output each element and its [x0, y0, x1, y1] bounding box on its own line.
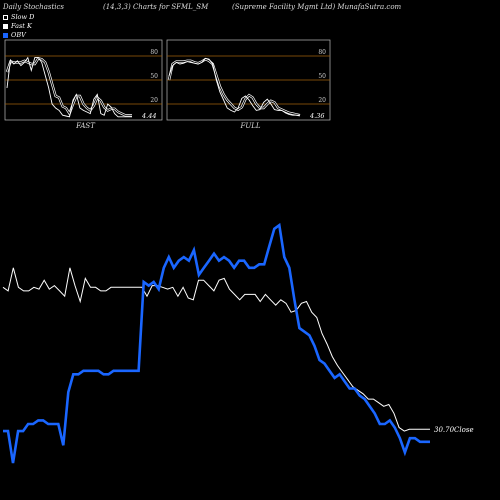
legend: Slow D Fast K OBV — [3, 13, 34, 40]
legend-item-slow-d: Slow D — [3, 13, 34, 22]
legend-item-obv: OBV — [3, 31, 34, 40]
full-fast-k-line — [168, 57, 300, 116]
header-center: (14,3,3) Charts for SFML_SM — [103, 3, 209, 11]
fast-tick-label: 20 — [150, 97, 158, 104]
full-last-value: 4.36 — [309, 112, 324, 120]
close-label: 30.70Close — [434, 426, 474, 434]
full-tick-label: 20 — [318, 97, 326, 104]
legend-label: Slow D — [11, 13, 35, 21]
full-tick-label: 50 — [318, 73, 326, 80]
header-right: (Supreme Facility Mgmt Ltd) MunafaSutra.… — [232, 3, 402, 11]
header-left: Daily Stochastics — [3, 3, 65, 11]
full-tick-label: 80 — [318, 49, 326, 56]
fast-tick-label: 50 — [150, 73, 158, 80]
fast-last-value: 4.44 — [141, 112, 156, 120]
fast-tick-label: 80 — [150, 49, 158, 56]
legend-swatch — [3, 24, 8, 29]
legend-item-fast-k: Fast K — [3, 22, 34, 31]
legend-swatch — [3, 15, 8, 20]
legend-label: Fast K — [11, 22, 32, 30]
legend-label: OBV — [11, 31, 26, 39]
fast-panel-title: FAST — [75, 122, 96, 130]
fast-slow-d-line — [6, 57, 132, 116]
fast-fast-k-line — [6, 56, 132, 118]
full-panel-title: FULL — [239, 122, 260, 130]
price-line — [2, 267, 430, 432]
legend-swatch — [3, 33, 8, 38]
full-slow-d-line — [168, 58, 301, 116]
obv-line — [3, 222, 430, 464]
